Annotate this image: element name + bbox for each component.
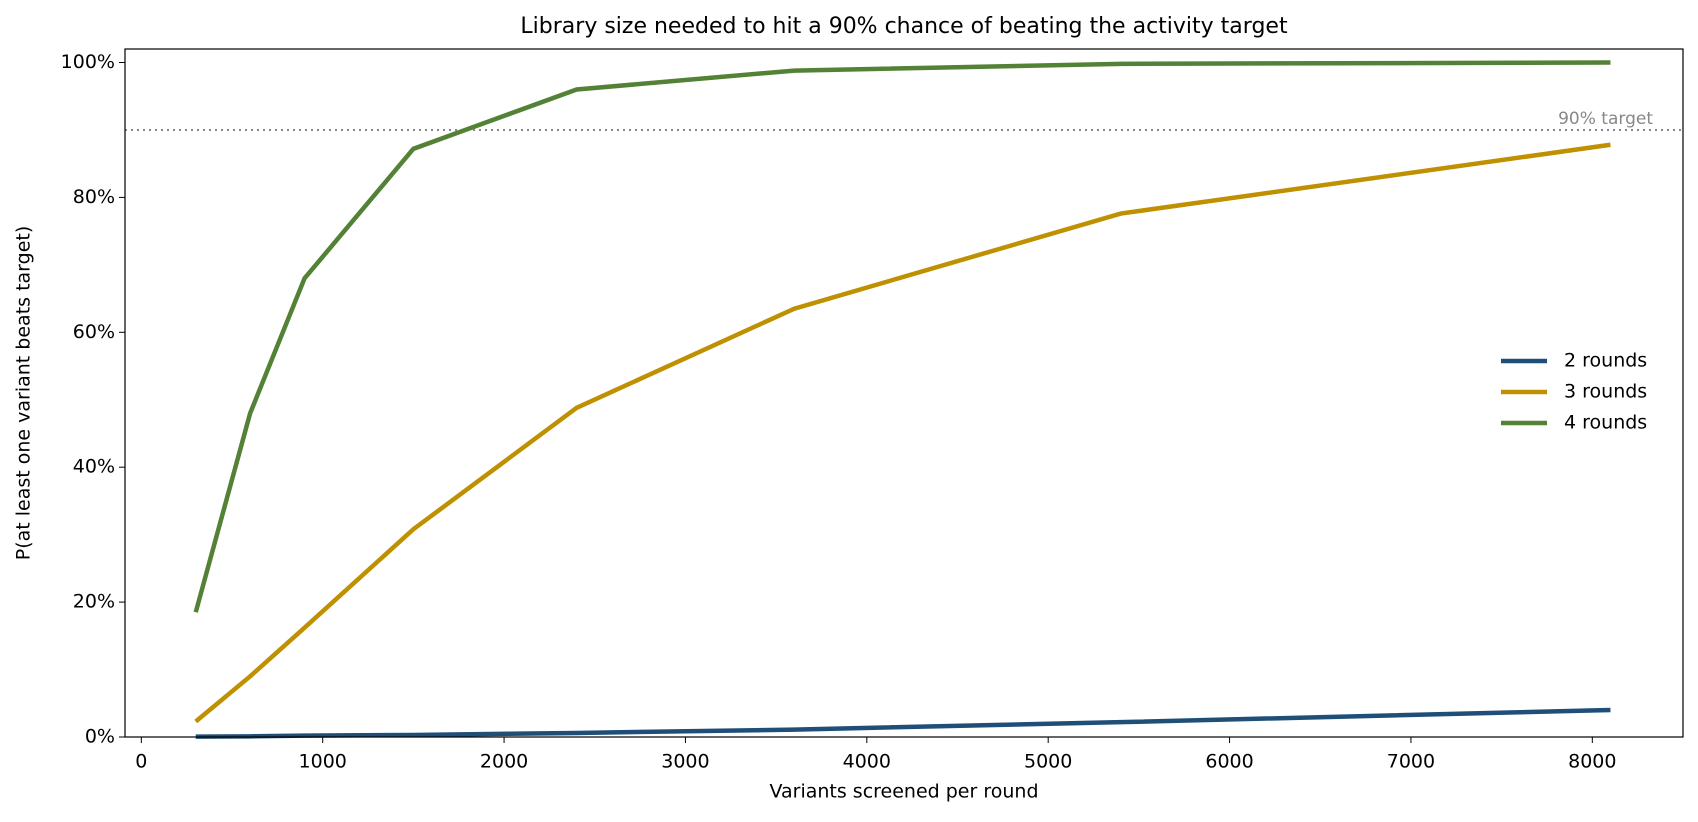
- x-tick-label: 7000: [1387, 751, 1435, 773]
- x-axis-label: Variants screened per round: [769, 781, 1038, 803]
- y-tick-label: 80%: [73, 186, 115, 208]
- series-line: [194, 142, 1611, 724]
- y-axis-label: P(at least one variant beats target): [13, 226, 35, 561]
- y-tick-label: 20%: [73, 591, 115, 613]
- legend-label: 3 rounds: [1564, 381, 1647, 403]
- x-tick-label: 2000: [480, 751, 528, 773]
- x-tick-label: 1000: [299, 751, 347, 773]
- series-line: [195, 707, 1611, 739]
- plot-frame: [124, 48, 1684, 738]
- y-tick-label: 0%: [85, 726, 115, 748]
- x-tick-label: 5000: [1024, 751, 1072, 773]
- x-tick-label: 4000: [843, 751, 891, 773]
- y-tick-label: 100%: [61, 51, 115, 73]
- target-label: 90% target: [1558, 109, 1653, 129]
- y-tick-label: 40%: [73, 456, 115, 478]
- chart-title: Library size needed to hit a 90% chance …: [520, 14, 1288, 39]
- legend-label: 4 rounds: [1564, 412, 1647, 434]
- x-tick-label: 6000: [1205, 751, 1253, 773]
- x-tick-label: 0: [135, 751, 147, 773]
- series-line: [193, 60, 1611, 613]
- x-tick-label: 8000: [1568, 751, 1616, 773]
- y-tick-label: 60%: [73, 321, 115, 343]
- x-tick-label: 3000: [661, 751, 709, 773]
- legend-label: 2 rounds: [1564, 350, 1647, 372]
